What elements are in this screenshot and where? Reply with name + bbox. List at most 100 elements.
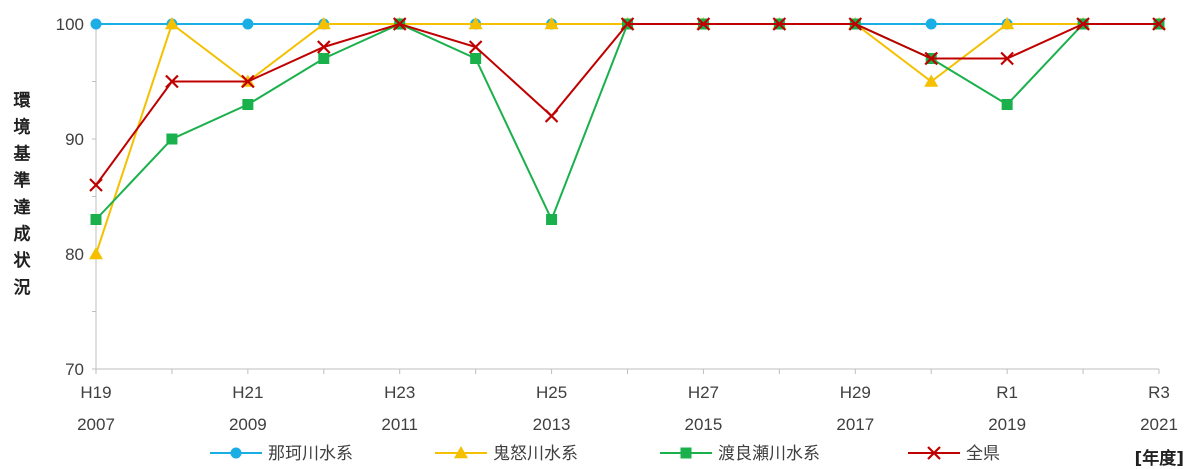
data-point bbox=[90, 18, 102, 30]
legend-swatch-marker bbox=[927, 446, 941, 460]
data-point bbox=[89, 247, 103, 260]
y-tick-label: 70 bbox=[65, 360, 84, 379]
x-tick-label-era: H29 bbox=[840, 383, 871, 402]
data-point bbox=[1152, 17, 1166, 31]
legend-label: 鬼怒川水系 bbox=[493, 444, 578, 464]
x-tick-label-year: 2015 bbox=[685, 415, 723, 434]
legend-swatch-marker bbox=[230, 447, 242, 459]
x-marker-stroke bbox=[1000, 51, 1014, 66]
x-tick-label-era: R3 bbox=[1148, 383, 1170, 402]
x-marker-stroke bbox=[468, 40, 483, 54]
data-point bbox=[924, 51, 938, 66]
data-point bbox=[925, 18, 937, 30]
legend-label: 全県 bbox=[966, 444, 1000, 464]
data-point bbox=[242, 18, 254, 30]
x-tick-label-era: R1 bbox=[996, 383, 1018, 402]
series-layer bbox=[89, 17, 1166, 260]
data-point bbox=[318, 53, 330, 64]
x-marker-stroke bbox=[848, 17, 863, 31]
data-point bbox=[1001, 99, 1013, 110]
data-point bbox=[544, 17, 559, 30]
y-axis-label-char: 状 bbox=[14, 250, 32, 271]
y-tick-label: 90 bbox=[65, 130, 84, 149]
series-4 bbox=[89, 17, 1166, 192]
data-point bbox=[166, 133, 178, 145]
series-line bbox=[95, 22, 1159, 186]
legend-item-4: 全県 bbox=[908, 444, 1000, 464]
y-axis-label-char: 況 bbox=[14, 277, 31, 298]
legend-swatch-marker bbox=[680, 447, 692, 459]
x-marker-stroke bbox=[772, 17, 787, 31]
data-point bbox=[546, 214, 558, 225]
y-tick-label: 100 bbox=[56, 15, 84, 34]
series-line bbox=[95, 22, 1159, 223]
x-marker-stroke bbox=[1152, 17, 1166, 31]
data-point bbox=[848, 17, 863, 31]
x-tick-label-year: 2017 bbox=[836, 415, 874, 434]
data-point bbox=[772, 17, 787, 31]
x-marker-stroke bbox=[696, 17, 711, 31]
data-point bbox=[165, 74, 179, 89]
x-tick-label-year: 2009 bbox=[229, 415, 267, 434]
y-tick-label: 80 bbox=[65, 245, 84, 264]
axes: 70 80 90 100 bbox=[56, 15, 1160, 379]
x-marker-stroke bbox=[89, 178, 103, 192]
data-point bbox=[924, 74, 939, 87]
y-axis-label-char: 成 bbox=[14, 224, 31, 245]
legend-label: 那珂川水系 bbox=[268, 444, 353, 464]
series-2 bbox=[89, 17, 1166, 260]
data-point bbox=[468, 40, 483, 54]
data-point bbox=[317, 40, 331, 54]
x-tick-label-era: H21 bbox=[232, 383, 263, 402]
x-marker-stroke bbox=[924, 51, 938, 66]
data-point bbox=[392, 17, 407, 31]
data-point bbox=[696, 17, 711, 31]
y-axis-label-char: 達 bbox=[14, 198, 31, 218]
y-axis-label-char: 環 bbox=[14, 91, 32, 111]
x-tick-label-era: H23 bbox=[384, 383, 415, 402]
data-point bbox=[620, 17, 635, 31]
legend-item-3: 渡良瀬川水系 bbox=[660, 444, 820, 464]
x-tick-labels: H19 2007 H21 2009 H23 2011 H25 2013 H27 2015 H29 20… bbox=[77, 383, 1178, 434]
data-point bbox=[242, 99, 254, 110]
data-point bbox=[1076, 17, 1090, 31]
data-point bbox=[316, 17, 331, 30]
series-3 bbox=[90, 18, 1165, 225]
x-tick-label-year: 2007 bbox=[77, 415, 115, 434]
x-marker-stroke bbox=[620, 17, 635, 31]
y-axis-label-char: 基 bbox=[13, 143, 32, 164]
data-point bbox=[241, 74, 255, 89]
x-tick-label-year: 2019 bbox=[988, 415, 1026, 434]
legend-label: 渡良瀬川水系 bbox=[718, 444, 820, 464]
y-axis-label-char: 境 bbox=[14, 117, 31, 138]
x-marker-stroke bbox=[544, 109, 559, 123]
x-axis-unit: [年度] bbox=[1134, 448, 1184, 469]
data-point bbox=[89, 178, 103, 192]
legend: 那珂川水系 鬼怒川水系 渡良瀬川水系 全県 bbox=[210, 444, 1000, 464]
x-marker-stroke bbox=[317, 40, 331, 54]
x-marker-stroke bbox=[165, 74, 179, 89]
x-tick-label-era: H27 bbox=[688, 383, 719, 402]
data-point bbox=[470, 53, 482, 64]
x-marker-stroke bbox=[241, 74, 255, 89]
x-marker-stroke bbox=[1076, 17, 1090, 31]
x-tick-label-year: 2011 bbox=[381, 415, 418, 434]
y-axis-label-char: 準 bbox=[14, 170, 31, 191]
x-tick-label-year: 2021 bbox=[1140, 415, 1178, 434]
data-point bbox=[544, 109, 559, 123]
legend-swatch-marker bbox=[454, 446, 468, 459]
x-tick-label-era: H25 bbox=[536, 383, 567, 402]
x-tick-label-year: 2013 bbox=[533, 415, 571, 434]
data-point bbox=[90, 214, 102, 225]
data-point bbox=[1000, 17, 1015, 30]
x-marker-stroke bbox=[927, 446, 941, 460]
data-point bbox=[1000, 51, 1014, 66]
legend-item-1: 那珂川水系 bbox=[210, 444, 353, 464]
data-point bbox=[164, 17, 179, 30]
legend-item-2: 鬼怒川水系 bbox=[435, 444, 578, 464]
data-point bbox=[468, 17, 483, 30]
x-tick-label-era: H19 bbox=[80, 383, 111, 402]
x-marker-stroke bbox=[392, 17, 407, 31]
